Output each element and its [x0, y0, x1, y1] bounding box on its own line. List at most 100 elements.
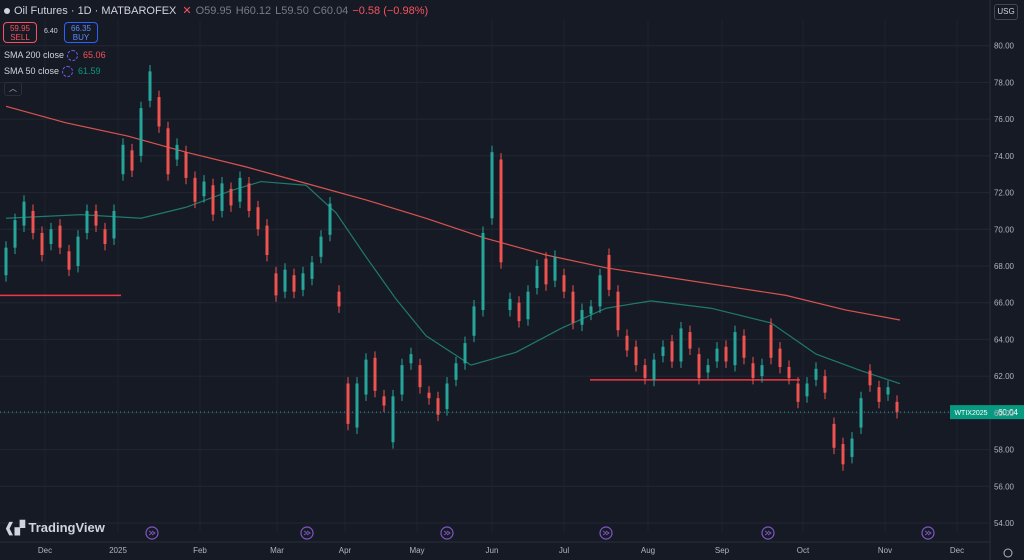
- event-marker-arrow: [148, 530, 156, 536]
- x-tick-label: Dec: [38, 546, 52, 555]
- candle-body: [562, 275, 566, 292]
- candle-body: [814, 368, 818, 380]
- candle-body: [184, 152, 188, 178]
- candle-body: [211, 185, 215, 215]
- candle-body: [373, 357, 377, 391]
- candle-body: [22, 201, 26, 226]
- symbol-status-dot: [4, 8, 10, 15]
- candle-body: [355, 383, 359, 428]
- candle-body: [499, 159, 503, 263]
- tradingview-watermark: TradingView: [28, 520, 105, 535]
- candle-body: [661, 346, 665, 356]
- close-icon[interactable]: ✕: [182, 5, 192, 17]
- currency-button[interactable]: USG: [994, 4, 1018, 20]
- candle-body: [895, 401, 899, 413]
- settings-gear-icon[interactable]: [62, 66, 74, 78]
- symbol-price-tag: [950, 405, 992, 420]
- x-tick-label: Apr: [339, 546, 352, 555]
- candle-body: [58, 225, 62, 248]
- last-price-tag: [992, 405, 1024, 420]
- candle-body: [859, 398, 863, 428]
- sma-50-layer: [5, 180, 901, 385]
- candle-body: [742, 335, 746, 358]
- candle-body: [868, 370, 872, 386]
- candle-body: [679, 328, 683, 362]
- x-tick-label: Nov: [878, 546, 892, 555]
- sell-price: 59.95: [9, 24, 31, 33]
- candle-body: [256, 207, 260, 230]
- candle-body: [760, 365, 764, 377]
- candle-body: [49, 229, 53, 244]
- y-tick-label: 68.00: [994, 262, 1015, 271]
- candle-body: [751, 363, 755, 378]
- candle-body: [571, 291, 575, 323]
- x-tick-label: Oct: [797, 546, 810, 555]
- candle-body: [616, 291, 620, 331]
- indicator-sma200[interactable]: SMA 200 close 65.06: [4, 50, 106, 62]
- y-tick-label: 56.00: [994, 482, 1015, 491]
- candle-body: [841, 444, 845, 465]
- candle-body: [445, 383, 449, 410]
- candle-body: [112, 210, 116, 239]
- candle-body: [409, 354, 413, 364]
- sell-label: SELL: [10, 33, 30, 42]
- settings-gear-icon: [1003, 548, 1013, 558]
- candle-body: [454, 363, 458, 380]
- buy-button[interactable]: 66.35 BUY: [64, 22, 98, 43]
- current-price-line: WTIX2025 60.04: [0, 405, 1024, 420]
- y-tick-label: 64.00: [994, 335, 1015, 344]
- candle-body: [823, 376, 827, 393]
- candle-body: [31, 210, 35, 233]
- candle-body: [247, 183, 251, 211]
- event-marker-icon: [761, 526, 775, 540]
- candle-body: [382, 396, 386, 406]
- candle-body: [76, 236, 80, 266]
- y-tick-label: 72.00: [994, 189, 1015, 198]
- chart-grid: [0, 0, 991, 560]
- candle-body: [688, 332, 692, 349]
- y-tick-label: 60.00: [994, 409, 1015, 418]
- candle-body: [427, 392, 431, 399]
- candle-body: [103, 229, 107, 244]
- indicator-sma200-label: SMA 200 close: [4, 50, 65, 60]
- candle-body: [346, 383, 350, 424]
- candle-body: [319, 236, 323, 257]
- candle-body: [238, 177, 242, 202]
- candle-body: [598, 275, 602, 307]
- candle-body: [337, 291, 341, 307]
- candle-body: [283, 269, 287, 292]
- candle-body: [4, 247, 8, 276]
- candle-body: [535, 266, 539, 289]
- candle-body: [544, 258, 548, 285]
- candle-body: [589, 306, 593, 314]
- sell-button[interactable]: 59.95 SELL: [3, 22, 37, 43]
- settings-gear-icon[interactable]: [67, 50, 79, 62]
- candle-body: [670, 341, 674, 362]
- candle-body: [832, 423, 836, 448]
- ohlc-close: C60.04: [312, 5, 349, 17]
- candle-body: [67, 251, 71, 270]
- sma-200-line: [5, 105, 901, 321]
- time-axis: Dec 2025 Feb Mar Apr May Jun Jul Aug Sep Oct Nov Dec: [38, 526, 1013, 558]
- sma-50-line: [5, 180, 901, 385]
- chevron-up-icon[interactable]: ︿: [4, 82, 22, 96]
- candle-body: [175, 144, 179, 160]
- y-tick-label: 70.00: [994, 225, 1015, 234]
- candle-body: [697, 354, 701, 378]
- indicator-sma50[interactable]: SMA 50 close 61.59: [4, 66, 101, 78]
- candle-body: [220, 183, 224, 211]
- candle-body: [328, 203, 332, 235]
- y-tick-label: 62.00: [994, 372, 1015, 381]
- candle-body: [769, 324, 773, 358]
- event-marker-arrow: [924, 530, 932, 536]
- x-tick-label: Sep: [715, 546, 730, 555]
- candle-body: [202, 181, 206, 197]
- candle-body: [580, 310, 584, 325]
- candle-body: [13, 220, 17, 248]
- candle-body: [193, 177, 197, 202]
- candle-body: [733, 332, 737, 366]
- event-marker-icon: [145, 526, 159, 540]
- event-marker-arrow: [303, 530, 311, 536]
- candle-body: [715, 348, 719, 362]
